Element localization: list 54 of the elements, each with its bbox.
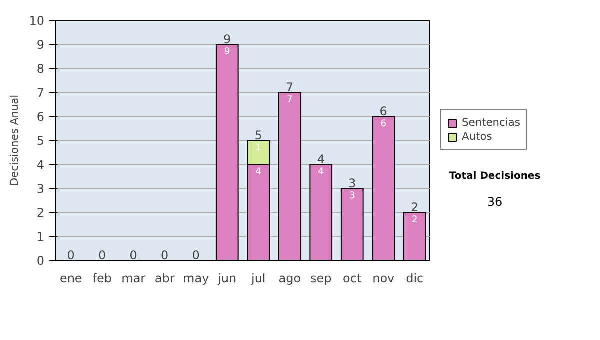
x-tick-label: oct bbox=[343, 272, 362, 286]
x-tick-label: jun bbox=[217, 272, 237, 286]
x-tick-label: sep bbox=[310, 272, 332, 286]
data-label: 1 bbox=[256, 142, 262, 154]
y-tick-label: 9 bbox=[36, 38, 45, 52]
data-label: 7 bbox=[286, 94, 293, 106]
x-tick-label: nov bbox=[372, 272, 395, 286]
y-tick-label: 7 bbox=[36, 86, 45, 100]
bar bbox=[278, 92, 302, 260]
total-label: 3 bbox=[348, 176, 356, 190]
y-tick-label: 2 bbox=[36, 206, 45, 220]
total-label: 2 bbox=[411, 200, 419, 214]
total-label: 0 bbox=[161, 248, 169, 262]
y-tick-label: 5 bbox=[36, 134, 45, 148]
text: 36 bbox=[487, 194, 503, 212]
y-tick-label: 6 bbox=[36, 110, 45, 124]
bar bbox=[403, 212, 426, 260]
y-tick-label: 3 bbox=[36, 182, 45, 196]
total-label: 0 bbox=[130, 248, 138, 262]
y-tick-label: 1 bbox=[36, 230, 45, 244]
x-tick-label: ago bbox=[278, 272, 302, 286]
x-tick-label: mar bbox=[122, 272, 146, 286]
bar bbox=[372, 116, 396, 260]
y-tick-label: 10 bbox=[29, 14, 45, 28]
y-tick-label: 0 bbox=[36, 254, 45, 268]
y-tick-label: 8 bbox=[36, 62, 45, 76]
y-tick-label: 4 bbox=[36, 158, 45, 172]
text: Total Decisiones bbox=[449, 170, 541, 184]
data-label: 9 bbox=[224, 46, 230, 58]
total-label: 6 bbox=[380, 104, 388, 118]
y-axis-title: Decisiones Anual bbox=[8, 94, 22, 186]
data-label: 4 bbox=[256, 166, 262, 178]
total-label: 0 bbox=[98, 248, 106, 262]
bar bbox=[310, 164, 333, 260]
total-label: 9 bbox=[224, 32, 232, 46]
legend-label: Sentencias bbox=[462, 116, 520, 129]
x-tick-label: jul bbox=[250, 272, 266, 286]
x-tick-label: may bbox=[183, 272, 210, 286]
bar bbox=[216, 44, 239, 260]
x-tick-label: abr bbox=[154, 272, 175, 286]
total-label: 4 bbox=[317, 152, 325, 166]
bar bbox=[340, 188, 364, 260]
x-tick-label: dic bbox=[406, 272, 424, 286]
data-label: 4 bbox=[318, 166, 324, 178]
legend-label: Autos bbox=[462, 130, 492, 143]
total-label: 5 bbox=[254, 128, 262, 142]
total-label: 0 bbox=[67, 248, 75, 262]
x-tick-label: feb bbox=[92, 272, 112, 286]
data-label: 6 bbox=[380, 118, 387, 130]
total-label: 0 bbox=[192, 248, 200, 262]
total-label: 7 bbox=[286, 80, 294, 94]
data-label: 2 bbox=[412, 214, 418, 226]
x-tick-label: ene bbox=[60, 272, 82, 286]
data-label: 3 bbox=[349, 190, 356, 202]
